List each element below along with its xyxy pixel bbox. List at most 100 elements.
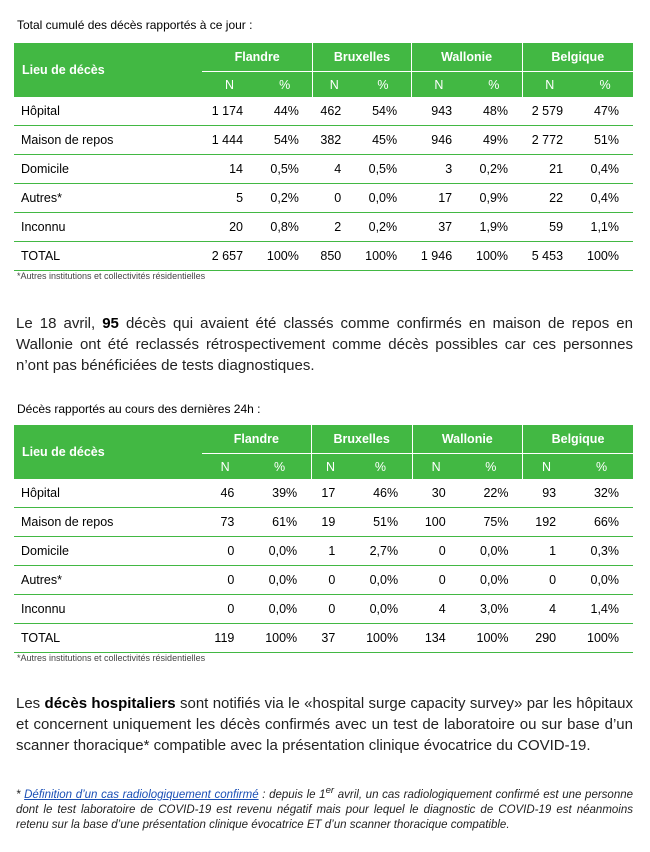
reclassified-count: 95 [102, 315, 119, 332]
table-row: Hôpital 1 174 44% 462 54% 943 48% 2 579 47% [14, 97, 633, 126]
table-cell: 37 [311, 623, 350, 653]
table-cell: 100% [466, 241, 523, 271]
table-row: TOTAL 2 657 100% 850 100% 1 946 100% 5 453 100% [14, 241, 633, 271]
sub-header-pct: % [248, 453, 312, 479]
table-cell: 0,0% [355, 183, 412, 213]
row-label: Hôpital [14, 97, 202, 126]
table-cell: 134 [412, 623, 460, 653]
table-cell: 100% [257, 241, 313, 271]
table-cell: 0 [522, 565, 571, 595]
row-label: TOTAL [14, 623, 202, 653]
table-row: TOTAL 119 100% 37 100% 134 100% 290 100% [14, 623, 633, 653]
table-cell: 32% [570, 479, 633, 508]
table-cell: 0,9% [466, 183, 523, 213]
row-label: Domicile [14, 154, 202, 184]
table-cell: 19 [311, 507, 350, 537]
table-cell: 0,2% [257, 183, 313, 213]
region-header: Belgique [522, 425, 633, 454]
table-cell: 0 [312, 183, 356, 213]
table1-caption: Total cumulé des décès rapportés à ce jo… [17, 18, 253, 32]
table-cell: 0 [412, 565, 460, 595]
region-header: Flandre [202, 43, 313, 72]
sub-header-n: N [410, 71, 467, 97]
table-cell: 22% [459, 479, 523, 508]
table-cell: 0,0% [248, 565, 312, 595]
table-cell: 100% [355, 241, 412, 271]
table-cell: 0,0% [459, 536, 523, 566]
table-cell: 0,5% [257, 154, 313, 184]
table-cell: 0,0% [248, 536, 312, 566]
table-cell: 47% [577, 97, 633, 126]
table-cell: 290 [522, 623, 571, 653]
table-cell: 2 579 [522, 97, 578, 126]
table-cell: 2 [312, 212, 356, 242]
table-cell: 0 [202, 536, 249, 566]
table-cell: 5 [202, 183, 258, 213]
table-cell: 100% [570, 623, 633, 653]
definition-link[interactable]: Définition d’un cas radiologiquement con… [24, 788, 259, 801]
row-label: Inconnu [14, 594, 202, 624]
table-row: Autres* 5 0,2% 0 0,0% 17 0,9% 22 0,4% [14, 183, 633, 213]
table-cell: 100% [459, 623, 523, 653]
deaths-cumulative-table: Lieu de décès Flandre Bruxelles Wallonie Bel… [14, 43, 633, 271]
table-cell: 48% [466, 97, 523, 126]
table-cell: 44% [257, 97, 313, 126]
table-cell: 30 [412, 479, 460, 508]
table-cell: 2,7% [349, 536, 413, 566]
table-cell: 4 [522, 594, 571, 624]
table-row: Autres* 0 0,0% 0 0,0% 0 0,0% 0 0,0% [14, 565, 633, 595]
row-label: Maison de repos [14, 507, 202, 537]
region-header: Belgique [521, 43, 633, 72]
sub-header-pct: % [570, 453, 633, 479]
table-cell: 49% [466, 125, 523, 155]
table-cell: 0,0% [459, 565, 523, 595]
table-cell: 0,0% [349, 565, 413, 595]
table-cell: 0,0% [570, 565, 633, 595]
table-cell: 22 [522, 183, 578, 213]
table-cell: 66% [570, 507, 633, 537]
reclassification-paragraph: Le 18 avril, 95 décès qui avaient été cl… [16, 315, 633, 374]
table-cell: 192 [522, 507, 571, 537]
table-cell: 0 [412, 536, 460, 566]
table-cell: 0,2% [355, 212, 412, 242]
table1-note: *Autres institutions et collectivités ré… [17, 271, 206, 281]
table-cell: 1 174 [202, 97, 258, 126]
table-row: Inconnu 0 0,0% 0 0,0% 4 3,0% 4 1,4% [14, 594, 633, 624]
sub-header-n: N [202, 71, 258, 97]
table-cell: 0,4% [577, 154, 633, 184]
sub-header-pct: % [459, 453, 523, 479]
table-cell: 100 [412, 507, 460, 537]
table-cell: 0,3% [570, 536, 633, 566]
table-cell: 0,0% [248, 594, 312, 624]
column-header-place: Lieu de décès [14, 43, 202, 97]
sub-header-n: N [521, 71, 578, 97]
deaths-24h-table: Lieu de décès Flandre Bruxelles Wallonie Bel… [14, 425, 633, 653]
region-header: Bruxelles [310, 425, 413, 454]
sub-header-pct: % [577, 71, 633, 97]
table-cell: 0 [202, 594, 249, 624]
table-row: Domicile 14 0,5% 4 0,5% 3 0,2% 21 0,4% [14, 154, 633, 184]
sub-header-n: N [522, 453, 571, 479]
table-cell: 17 [311, 479, 350, 508]
table-cell: 100% [248, 623, 312, 653]
sub-header-n: N [310, 453, 350, 479]
region-header: Bruxelles [312, 43, 412, 72]
row-label: Maison de repos [14, 125, 202, 155]
region-header: Flandre [202, 425, 312, 454]
definition-footnote: * Définition d’un cas radiologiquement c… [16, 785, 634, 831]
row-label: Hôpital [14, 479, 202, 508]
table-cell: 0 [311, 565, 350, 595]
sub-header-n: N [202, 453, 249, 479]
table-cell: 54% [257, 125, 313, 155]
table-row: Hôpital 46 39% 17 46% 30 22% 93 32% [14, 479, 633, 508]
hospital-deaths-term: décès hospitaliers [44, 695, 176, 712]
table-cell: 37 [411, 212, 467, 242]
table-cell: 46% [349, 479, 413, 508]
sub-header-n: N [312, 71, 356, 97]
table-cell: 100% [349, 623, 413, 653]
table-cell: 61% [248, 507, 312, 537]
table-cell: 100% [577, 241, 633, 271]
row-label: Inconnu [14, 212, 202, 242]
table-cell: 3,0% [459, 594, 523, 624]
row-label: Domicile [14, 536, 202, 566]
